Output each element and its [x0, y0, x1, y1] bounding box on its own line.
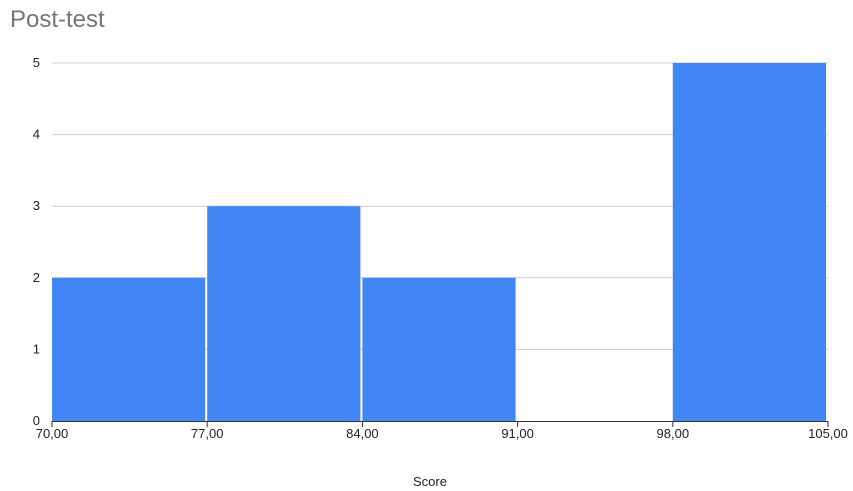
y-tick-label: 3 — [33, 198, 40, 213]
y-tick-label: 2 — [33, 270, 40, 285]
y-tick-label: 5 — [33, 55, 40, 70]
bars — [52, 63, 826, 421]
histogram-bar — [52, 277, 206, 421]
x-tick-label: 70,00 — [36, 426, 69, 441]
axes — [51, 421, 829, 427]
y-tick-labels: 0 1 2 3 4 5 — [33, 55, 40, 428]
y-tick-label: 0 — [33, 413, 40, 428]
x-tick-label: 105,00 — [808, 426, 848, 441]
x-tick-label: 98,00 — [657, 426, 690, 441]
x-tick-labels: 70,00 77,00 84,00 91,00 98,00 105,00 — [36, 426, 848, 441]
x-tick-label: 84,00 — [346, 426, 379, 441]
y-tick-label: 1 — [33, 341, 40, 356]
x-axis-title: Score — [413, 474, 447, 489]
y-tick-label: 4 — [33, 127, 40, 142]
x-tick-label: 91,00 — [501, 426, 534, 441]
chart-title: Post-test — [10, 6, 105, 33]
x-tick-label: 77,00 — [191, 426, 224, 441]
histogram-bar — [362, 277, 516, 421]
histogram-bar — [207, 206, 361, 421]
histogram-bar — [672, 63, 826, 421]
